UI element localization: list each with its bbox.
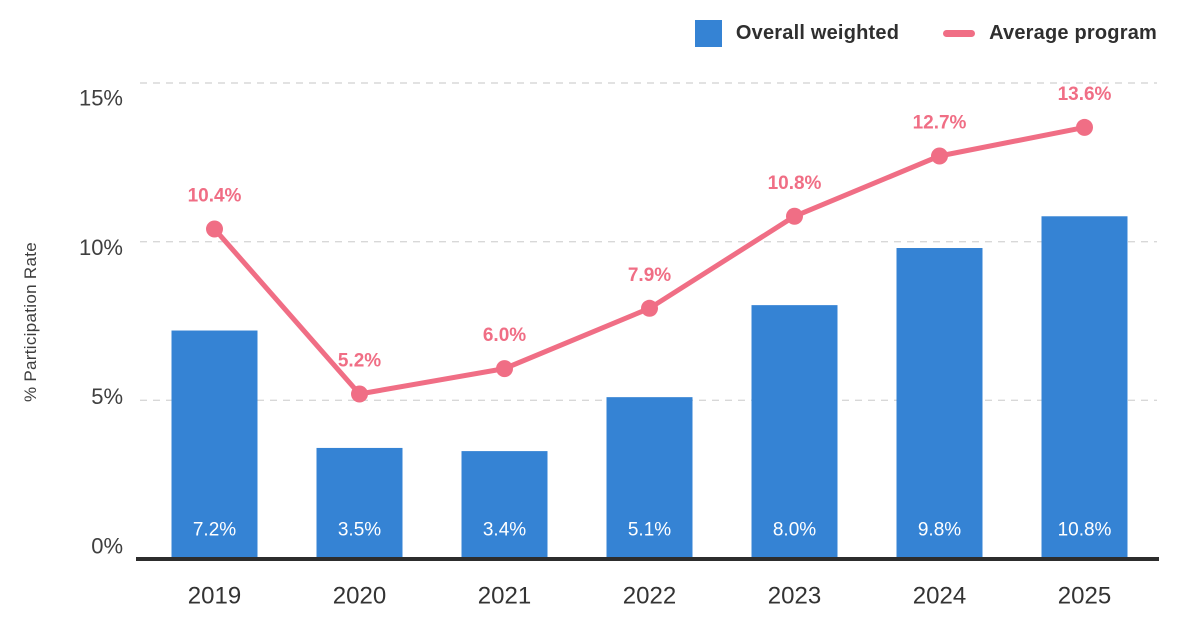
- x-axis-line: [136, 557, 1159, 561]
- x-axis-label-2024: 2024: [913, 583, 966, 610]
- bar-value-label: 3.4%: [483, 520, 526, 541]
- bar-value-label: 8.0%: [773, 520, 816, 541]
- bar-2022: [606, 397, 693, 558]
- x-axis-label-2020: 2020: [333, 583, 386, 610]
- bar-2025: [1041, 216, 1128, 558]
- x-axis-label-2019: 2019: [188, 583, 241, 610]
- line-point-label: 5.2%: [338, 350, 381, 371]
- line-point-2021: [496, 360, 513, 378]
- bar-2021: [461, 451, 548, 558]
- bar-value-label: 10.8%: [1058, 520, 1112, 541]
- line-point-2024: [931, 147, 948, 165]
- line-point-label: 7.9%: [628, 265, 671, 286]
- bar-2020: [316, 447, 403, 558]
- bar-series-swatch-icon: [694, 20, 722, 47]
- legend-item-average-program: Average program: [943, 22, 1157, 45]
- line-point-label: 13.6%: [1058, 84, 1112, 105]
- bar-value-label: 5.1%: [628, 520, 671, 541]
- line-point-2023: [786, 207, 803, 225]
- bar-value-label: 3.5%: [338, 520, 381, 541]
- y-tick-label: 5%: [91, 384, 123, 409]
- x-axis-label-2025: 2025: [1058, 583, 1111, 610]
- chart-legend: Overall weighted Average program: [694, 20, 1157, 47]
- line-point-label: 10.4%: [188, 185, 242, 206]
- line-point-2025: [1076, 118, 1093, 136]
- legend-label-overall-weighted: Overall weighted: [735, 22, 900, 44]
- y-tick-label: 0%: [91, 534, 123, 559]
- bar-2019: [171, 330, 258, 558]
- x-axis-label-2021: 2021: [478, 583, 531, 610]
- x-axis-label-2023: 2023: [768, 583, 821, 610]
- x-axis-label-2022: 2022: [623, 583, 676, 610]
- bar-2024: [896, 248, 983, 558]
- bar-value-label: 9.8%: [918, 520, 961, 541]
- bar-value-label: 7.2%: [193, 520, 236, 541]
- line-point-2022: [641, 299, 658, 317]
- line-point-2020: [351, 385, 368, 403]
- y-tick-label: 15%: [79, 85, 123, 110]
- line-point-2019: [206, 220, 223, 238]
- line-series-swatch-icon: [943, 30, 976, 37]
- line-point-label: 6.0%: [483, 325, 526, 346]
- legend-label-average-program: Average program: [989, 22, 1157, 44]
- bar-2023: [751, 305, 838, 558]
- line-point-label: 10.8%: [768, 173, 822, 194]
- y-tick-label: 10%: [79, 235, 123, 260]
- line-point-label: 12.7%: [913, 112, 967, 133]
- legend-item-overall-weighted: Overall weighted: [694, 20, 900, 47]
